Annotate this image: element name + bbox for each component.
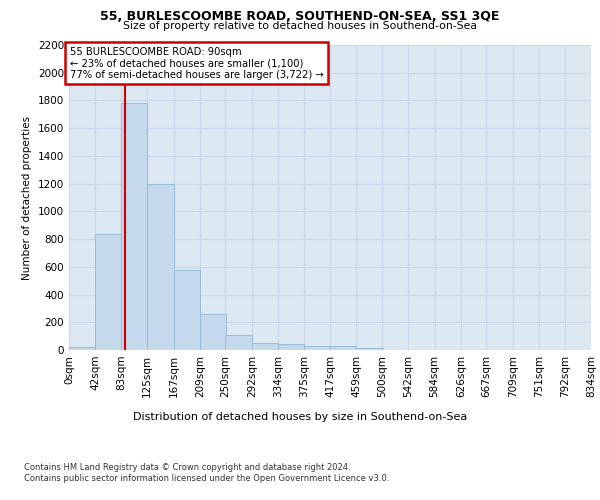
Bar bbox=[278, 344, 304, 350]
Bar bbox=[147, 184, 173, 350]
Bar bbox=[252, 343, 278, 350]
Y-axis label: Number of detached properties: Number of detached properties bbox=[22, 116, 32, 280]
Text: Size of property relative to detached houses in Southend-on-Sea: Size of property relative to detached ho… bbox=[123, 21, 477, 31]
Text: 55 BURLESCOOMBE ROAD: 90sqm
← 23% of detached houses are smaller (1,100)
77% of : 55 BURLESCOOMBE ROAD: 90sqm ← 23% of det… bbox=[70, 46, 323, 80]
Bar bbox=[226, 335, 252, 350]
Text: Contains HM Land Registry data © Crown copyright and database right 2024.: Contains HM Land Registry data © Crown c… bbox=[24, 462, 350, 471]
Bar bbox=[69, 346, 95, 350]
Text: Distribution of detached houses by size in Southend-on-Sea: Distribution of detached houses by size … bbox=[133, 412, 467, 422]
Bar bbox=[330, 346, 356, 350]
Bar bbox=[356, 348, 383, 350]
Bar bbox=[173, 270, 200, 350]
Bar bbox=[95, 234, 122, 350]
Text: Contains public sector information licensed under the Open Government Licence v3: Contains public sector information licen… bbox=[24, 474, 389, 483]
Bar bbox=[200, 314, 226, 350]
Bar bbox=[121, 103, 147, 350]
Text: 55, BURLESCOOMBE ROAD, SOUTHEND-ON-SEA, SS1 3QE: 55, BURLESCOOMBE ROAD, SOUTHEND-ON-SEA, … bbox=[100, 10, 500, 23]
Bar bbox=[304, 346, 330, 350]
